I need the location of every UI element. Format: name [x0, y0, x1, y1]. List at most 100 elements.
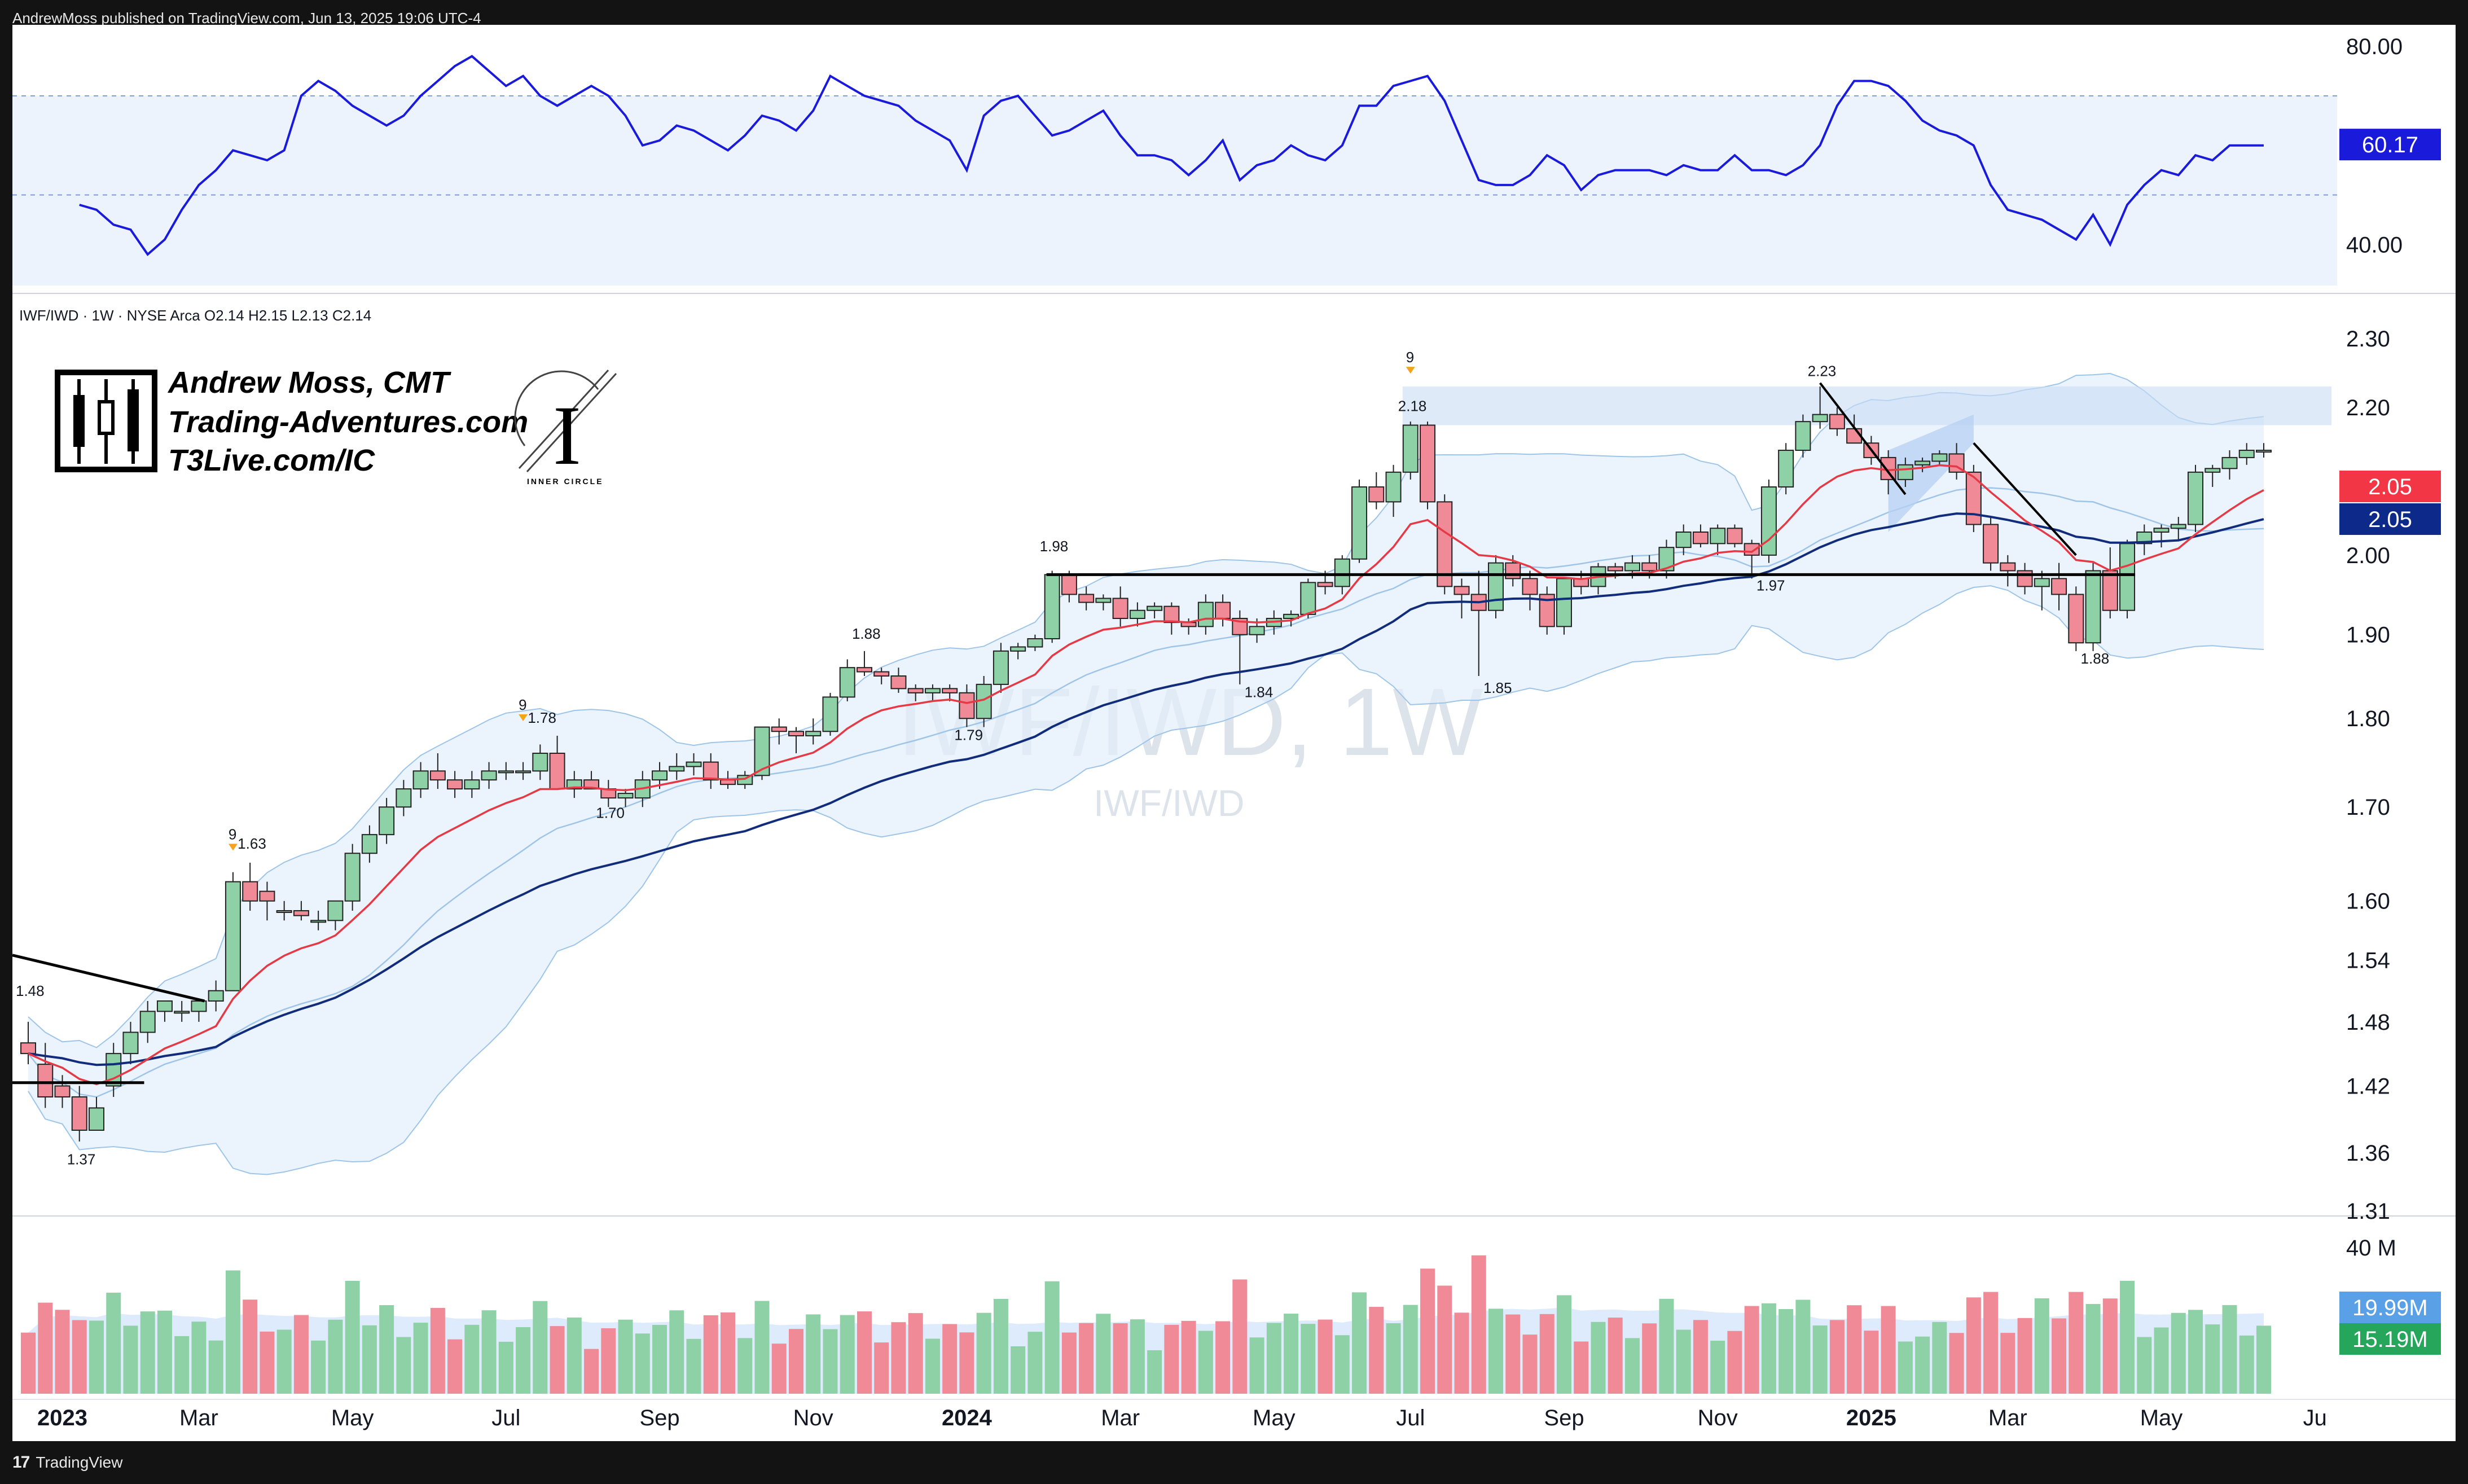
volume-bar[interactable] — [1011, 1346, 1026, 1394]
volume-bar[interactable] — [2120, 1280, 2135, 1394]
candle[interactable] — [2238, 443, 2255, 465]
candle[interactable] — [907, 684, 924, 701]
volume-bar[interactable] — [1795, 1299, 1811, 1394]
trend-line-flag[interactable] — [1819, 382, 1907, 495]
bear-flag-box[interactable] — [1888, 414, 1974, 532]
volume-bar[interactable] — [276, 1329, 292, 1394]
volume-bar[interactable] — [1778, 1309, 1794, 1394]
candle[interactable] — [1078, 586, 1095, 611]
candle[interactable] — [54, 1075, 71, 1108]
candle[interactable] — [1402, 422, 1419, 480]
candle[interactable] — [617, 789, 634, 807]
volume-bar[interactable] — [1539, 1314, 1554, 1394]
volume-bar[interactable] — [1284, 1314, 1299, 1394]
volume-bar[interactable] — [1676, 1329, 1691, 1394]
volume-bar[interactable] — [1932, 1321, 1947, 1394]
candle[interactable] — [1368, 472, 1385, 510]
candle[interactable] — [1624, 555, 1640, 579]
candle[interactable] — [139, 1001, 156, 1043]
volume-bar[interactable] — [635, 1333, 650, 1394]
candle[interactable] — [2119, 539, 2136, 618]
volume-bar[interactable] — [1574, 1341, 1589, 1394]
volume-bar[interactable] — [1061, 1332, 1077, 1394]
volume-bar[interactable] — [1420, 1268, 1435, 1394]
volume-bar[interactable] — [157, 1310, 172, 1394]
volume-bar[interactable] — [260, 1331, 275, 1394]
volume-bar[interactable] — [447, 1339, 463, 1394]
volume-bar[interactable] — [2154, 1327, 2169, 1394]
candle[interactable] — [1300, 578, 1316, 618]
volume-bar[interactable] — [601, 1328, 616, 1394]
volume-bar[interactable] — [1079, 1323, 1094, 1394]
candle[interactable] — [1812, 386, 1828, 429]
volume-bar[interactable] — [2239, 1335, 2254, 1394]
candle[interactable] — [379, 798, 395, 844]
candle[interactable] — [2188, 464, 2204, 532]
volume-bar[interactable] — [1608, 1318, 1623, 1394]
candle[interactable] — [1197, 594, 1214, 635]
candle[interactable] — [1692, 524, 1709, 548]
volume-bar[interactable] — [1471, 1255, 1486, 1394]
volume-bar[interactable] — [21, 1332, 36, 1394]
volume-bar[interactable] — [1812, 1325, 1828, 1394]
volume-bar[interactable] — [2222, 1305, 2237, 1394]
candle[interactable] — [2000, 555, 2016, 587]
candle[interactable] — [1914, 457, 1931, 472]
volume-bar[interactable] — [1096, 1314, 1111, 1394]
candle[interactable] — [873, 668, 890, 684]
volume-bar[interactable] — [516, 1327, 531, 1394]
candle[interactable] — [412, 762, 429, 798]
volume-bar[interactable] — [806, 1314, 821, 1394]
candle[interactable] — [1027, 634, 1043, 651]
volume-bar[interactable] — [669, 1310, 684, 1394]
volume-bar[interactable] — [1301, 1324, 1316, 1394]
candle[interactable] — [88, 1096, 104, 1131]
candle[interactable] — [1948, 443, 1965, 480]
candle[interactable] — [156, 1000, 173, 1022]
candle[interactable] — [1215, 594, 1231, 627]
volume-bar[interactable] — [993, 1299, 1008, 1394]
candle[interactable] — [361, 825, 377, 863]
volume-bar[interactable] — [2256, 1325, 2271, 1394]
candle[interactable] — [924, 684, 941, 701]
volume-bar[interactable] — [1488, 1309, 1504, 1394]
candle[interactable] — [71, 1086, 87, 1141]
volume-bar[interactable] — [1744, 1306, 1759, 1394]
candle[interactable] — [208, 980, 224, 1012]
volume-bar[interactable] — [1454, 1312, 1469, 1394]
volume-bar[interactable] — [38, 1302, 53, 1394]
volume-bar[interactable] — [1505, 1314, 1521, 1394]
volume-bar[interactable] — [1334, 1335, 1350, 1394]
volume-bar[interactable] — [1437, 1285, 1452, 1394]
volume-bar[interactable] — [1829, 1320, 1845, 1394]
candle[interactable] — [702, 753, 719, 789]
ema-slow-line[interactable] — [28, 512, 2264, 1066]
volume-bar[interactable] — [1386, 1323, 1401, 1394]
volume-bar[interactable] — [1966, 1297, 1981, 1394]
volume-bar[interactable] — [1130, 1319, 1145, 1394]
resistance-zone[interactable] — [1402, 386, 2331, 425]
candle[interactable] — [1983, 517, 1999, 571]
volume-bar[interactable] — [1215, 1321, 1231, 1394]
volume-bar[interactable] — [362, 1325, 377, 1394]
candle[interactable] — [464, 771, 480, 798]
volume-bar[interactable] — [771, 1343, 787, 1394]
volume-bar[interactable] — [55, 1310, 70, 1394]
candle[interactable] — [498, 762, 514, 780]
candle[interactable] — [959, 684, 975, 727]
candle[interactable] — [327, 900, 344, 930]
candle[interactable] — [1556, 578, 1572, 635]
symbol-legend[interactable]: IWF/IWD · 1W · NYSE Arca O2.14 H2.15 L2.… — [19, 307, 371, 324]
candle[interactable] — [2153, 524, 2170, 548]
volume-bar[interactable] — [2017, 1318, 2032, 1394]
volume-bar[interactable] — [1266, 1323, 1281, 1394]
candle[interactable] — [1010, 643, 1026, 660]
volume-bar[interactable] — [1642, 1323, 1657, 1394]
candle[interactable] — [1931, 450, 1948, 465]
volume-bar[interactable] — [2137, 1337, 2152, 1394]
candle[interactable] — [686, 753, 702, 776]
volume-bar[interactable] — [481, 1310, 497, 1394]
candle[interactable] — [396, 780, 412, 816]
candle[interactable] — [225, 872, 241, 991]
volume-bar[interactable] — [1847, 1305, 1862, 1394]
